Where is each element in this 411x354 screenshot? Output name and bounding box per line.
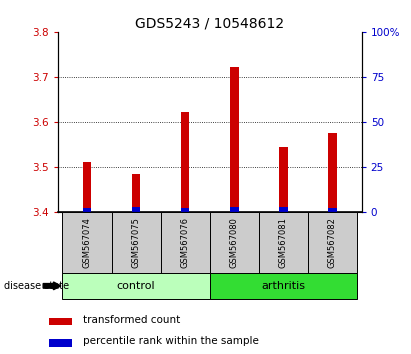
Bar: [181, 208, 189, 212]
Bar: [62, 273, 210, 299]
Bar: [132, 173, 141, 212]
Bar: [83, 162, 91, 212]
Text: GSM567082: GSM567082: [328, 217, 337, 268]
Text: GSM567076: GSM567076: [180, 217, 189, 268]
Bar: [83, 208, 91, 212]
Bar: [111, 212, 161, 273]
Text: GSM567081: GSM567081: [279, 217, 288, 268]
Bar: [181, 112, 189, 212]
Bar: [230, 207, 238, 212]
Bar: [279, 147, 288, 212]
Text: disease state: disease state: [4, 281, 69, 291]
Bar: [49, 339, 72, 347]
Bar: [328, 208, 337, 212]
Text: arthritis: arthritis: [261, 281, 305, 291]
Text: GSM567074: GSM567074: [83, 217, 92, 268]
Bar: [210, 212, 259, 273]
Bar: [132, 207, 141, 212]
Bar: [328, 133, 337, 212]
Bar: [49, 318, 72, 325]
Text: GSM567075: GSM567075: [132, 217, 141, 268]
Bar: [308, 212, 357, 273]
Bar: [279, 207, 288, 212]
Text: transformed count: transformed count: [83, 315, 180, 325]
Bar: [62, 212, 111, 273]
Title: GDS5243 / 10548612: GDS5243 / 10548612: [135, 17, 284, 31]
Bar: [230, 67, 238, 212]
Bar: [210, 273, 357, 299]
Bar: [259, 212, 308, 273]
Text: control: control: [117, 281, 155, 291]
FancyArrow shape: [43, 282, 61, 290]
Bar: [161, 212, 210, 273]
Text: GSM567080: GSM567080: [230, 217, 239, 268]
Text: percentile rank within the sample: percentile rank within the sample: [83, 336, 259, 346]
